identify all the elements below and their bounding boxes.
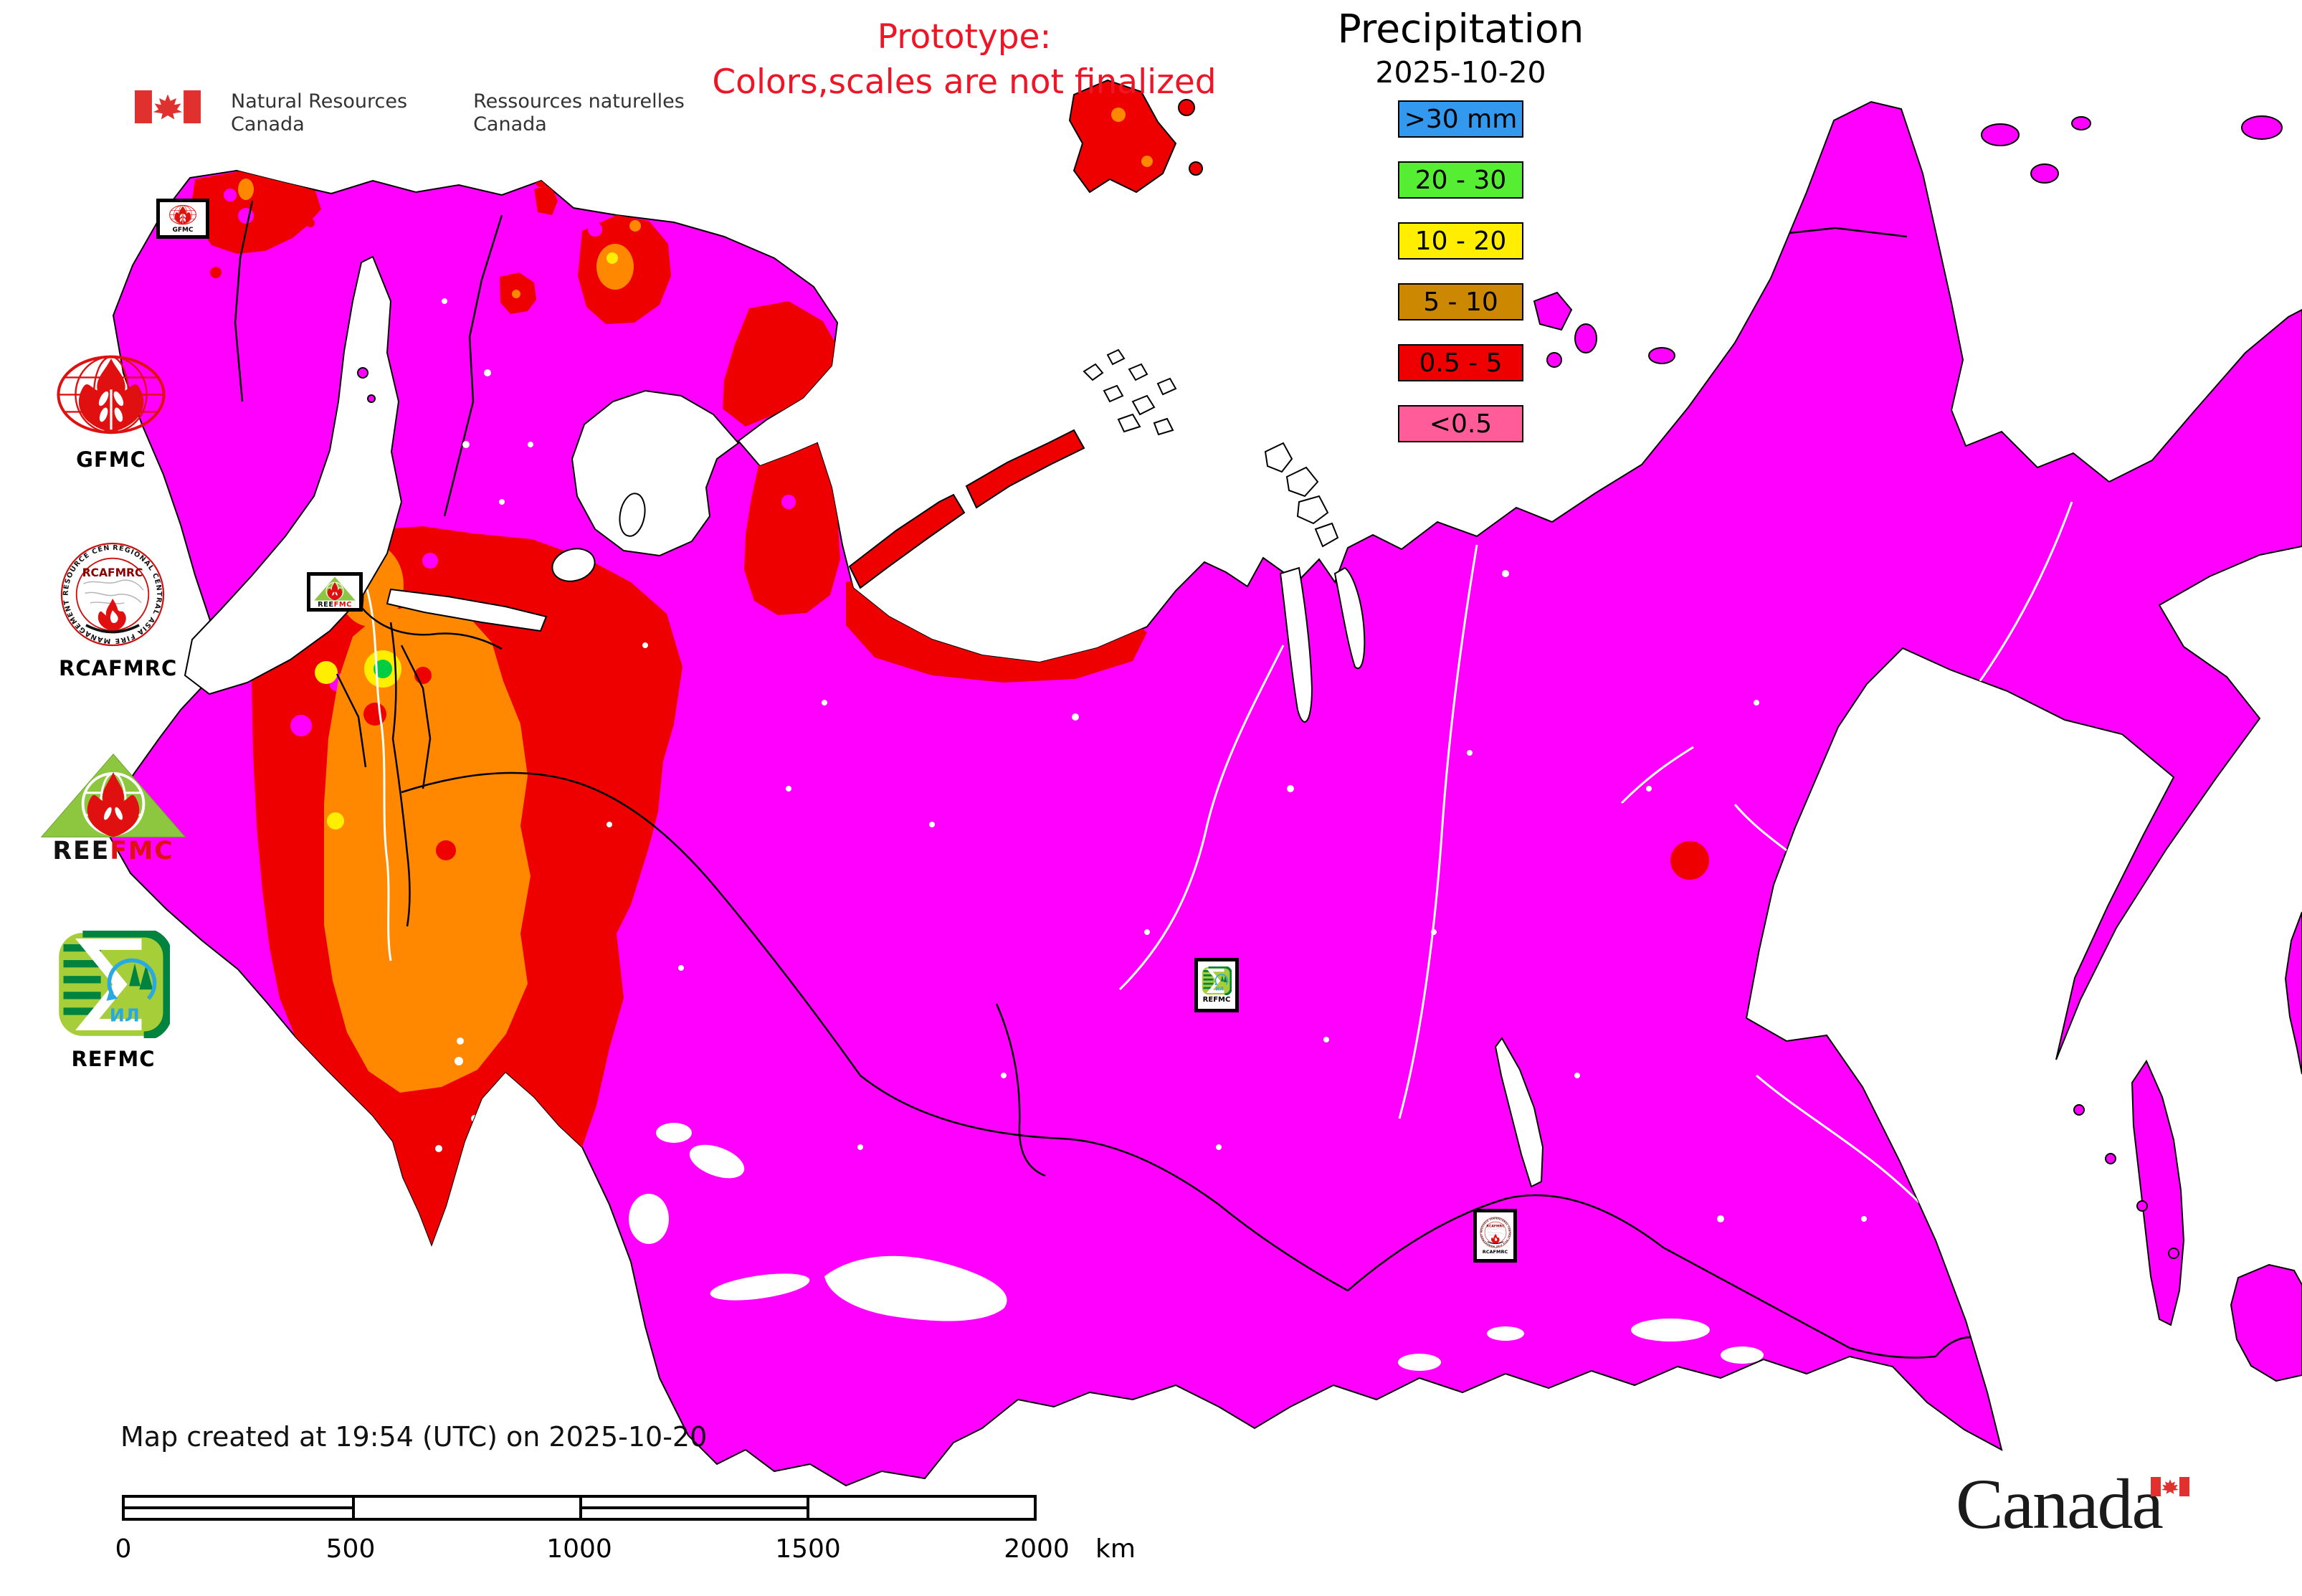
scale-bar xyxy=(122,1495,1037,1521)
scale-segment-2 xyxy=(352,1498,579,1518)
prototype-disclaimer: Prototype: Colors,scales are not finaliz… xyxy=(712,14,1216,105)
scale-tick-1500: 1500 xyxy=(775,1534,841,1564)
precipitation-legend: Precipitation 2025-10-20 >30 mm 20 - 30 … xyxy=(1326,7,1595,466)
map-marker-gfmc: GFMC xyxy=(156,199,209,239)
precip-green-cell xyxy=(374,660,392,678)
legend-title: Precipitation xyxy=(1337,6,1584,52)
taz-gulf xyxy=(1333,566,1366,669)
ob-gulf xyxy=(1279,566,1313,723)
lake-onega xyxy=(619,493,646,537)
precip-red-cell-east xyxy=(1670,841,1709,880)
white-sea xyxy=(571,389,740,557)
arctic-outlined-islands xyxy=(1264,442,1339,548)
nrcan-fr-line1: Ressources naturelles xyxy=(473,90,685,113)
reefmc-logo-icon xyxy=(37,750,189,864)
precip-region-west-red-blob xyxy=(252,526,682,1245)
legend-items: >30 mm 20 - 30 10 - 20 5 - 10 0.5 - 5 <0… xyxy=(1326,100,1595,442)
sakhalin xyxy=(2131,1059,2185,1326)
scale-tick-2000: 2000 xyxy=(1004,1534,1070,1564)
scale-segment-3 xyxy=(579,1498,807,1518)
prototype-line2: Colors,scales are not finalized xyxy=(712,62,1217,102)
nrcan-signature: Natural Resources Canada Ressources natu… xyxy=(135,90,685,136)
new-siberian-islands xyxy=(1981,116,2091,184)
map-marker-refmc-label: REFMC xyxy=(1202,996,1231,1004)
legend-item-05-5: 0.5 - 5 xyxy=(1398,344,1523,381)
nrcan-name-en: Natural Resources Canada xyxy=(231,90,407,136)
canada-wordmark-text: Canada xyxy=(1956,1464,2164,1544)
scale-segment-1 xyxy=(125,1498,352,1518)
severnaya-zemlya xyxy=(1533,291,1675,368)
gfmc-label: GFMC xyxy=(76,447,146,472)
novaya-zemlya-south xyxy=(848,493,966,589)
hokkaido-corner xyxy=(2230,1263,2302,1382)
map-marker-rcafmrc-label: RCAFMRC xyxy=(1482,1249,1508,1255)
canada-flag-icon xyxy=(135,90,201,123)
lake-baikal xyxy=(1494,1037,1544,1188)
aral-area xyxy=(629,1194,669,1244)
map-marker-reefmc xyxy=(307,572,363,612)
map-marker-gfmc-label: GFMC xyxy=(172,226,194,234)
sidebar-logo-gfmc: GFMC xyxy=(39,353,183,472)
wrangel-island xyxy=(2241,115,2283,140)
scale-unit-label: km xyxy=(1095,1534,1136,1564)
refmc-marker-icon xyxy=(1202,966,1232,995)
scale-tick-0: 0 xyxy=(115,1534,132,1564)
scale-segment-4 xyxy=(807,1498,1034,1518)
legend-item-20-30: 20 - 30 xyxy=(1398,161,1523,199)
scale-tick-500: 500 xyxy=(325,1534,376,1564)
sidebar-logo-rcafmrc: RCAFMRC xyxy=(59,541,178,680)
legend-date: 2025-10-20 xyxy=(1375,55,1546,90)
gfmc-marker-icon xyxy=(164,204,201,226)
precip-region-scandinavia-red xyxy=(192,171,566,278)
legend-item-10-20: 10 - 20 xyxy=(1398,222,1523,260)
gulf-of-finland xyxy=(386,588,548,632)
refmc-label: REFMC xyxy=(71,1047,156,1071)
right-edge-sliver xyxy=(2284,911,2302,1075)
canada-wordmark: Canada xyxy=(1956,1463,2214,1556)
canada-wordmark-flag-icon xyxy=(2151,1477,2189,1496)
rcafmrc-label: RCAFMRC xyxy=(59,656,178,680)
kuril-islands xyxy=(2073,1104,2179,1259)
refmc-logo-icon xyxy=(57,931,170,1038)
nrcan-name-fr: Ressources naturelles Canada xyxy=(473,90,685,136)
islands xyxy=(848,79,2302,1382)
prototype-line1: Prototype: xyxy=(877,17,1052,57)
novaya-zemlya-north xyxy=(965,429,1085,509)
franz-josef-land xyxy=(1083,348,1177,436)
map-marker-refmc: REFMC xyxy=(1194,958,1239,1012)
legend-item-gt30: >30 mm xyxy=(1398,100,1523,138)
nrcan-fr-line2: Canada xyxy=(473,113,547,136)
precip-orange-core xyxy=(324,604,531,1093)
sidebar-logo-refmc: REFMC xyxy=(56,931,171,1071)
map-marker-rcafmrc: RCAFMRC xyxy=(1473,1209,1517,1263)
precip-region-kola-red xyxy=(500,185,671,324)
nrcan-en-line1: Natural Resources xyxy=(231,90,408,113)
map-created-text: Map created at 19:54 (UTC) on 2025-10-20 xyxy=(120,1421,708,1453)
rcafmrc-logo-icon xyxy=(60,541,166,647)
sidebar-logo-reefmc xyxy=(36,750,190,867)
reefmc-marker-icon xyxy=(312,576,358,608)
snow-white-patches-south xyxy=(656,1123,1764,1371)
gfmc-logo-icon xyxy=(43,353,179,439)
nrcan-en-line2: Canada xyxy=(231,113,305,136)
rcafmrc-marker-icon xyxy=(1480,1217,1511,1248)
scale-tick-1000: 1000 xyxy=(546,1534,612,1564)
legend-item-5-10: 5 - 10 xyxy=(1398,283,1523,320)
lake-ladoga xyxy=(551,548,596,582)
lake-balkhash xyxy=(710,1273,810,1301)
legend-item-lt05: <0.5 xyxy=(1398,405,1523,442)
